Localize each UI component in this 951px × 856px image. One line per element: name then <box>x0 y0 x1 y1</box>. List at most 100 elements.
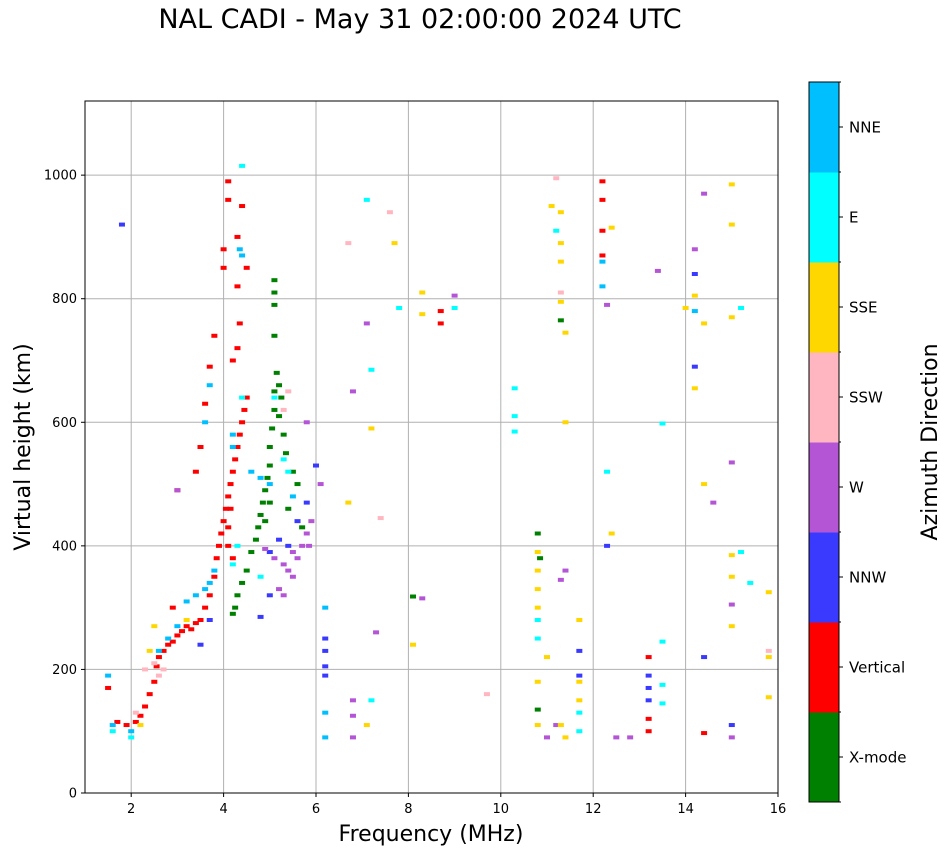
echo-point <box>691 364 698 369</box>
echo-point <box>659 639 666 644</box>
echo-point <box>562 568 569 573</box>
echo-point <box>322 605 329 610</box>
echo-point <box>534 550 541 555</box>
echo-point <box>289 550 296 555</box>
echo-point <box>322 735 329 740</box>
echo-point <box>345 500 352 505</box>
echo-point <box>183 618 190 622</box>
echo-point <box>599 197 606 202</box>
echo-point <box>262 519 269 524</box>
echo-point <box>239 204 246 209</box>
y-axis-label: Virtual height (km) <box>11 343 36 550</box>
echo-point <box>537 556 544 561</box>
x-tick-label: 6 <box>312 802 320 817</box>
echo-point <box>266 593 273 598</box>
chart-title: NAL CADI - May 31 02:00:00 2024 UTC <box>158 4 682 35</box>
x-tick-label: 2 <box>127 802 135 817</box>
echo-point <box>137 713 144 718</box>
echo-point <box>118 222 125 227</box>
echo-point <box>109 729 116 734</box>
echo-point <box>197 445 204 449</box>
colorbar-swatch <box>809 532 839 623</box>
echo-point <box>437 321 444 326</box>
echo-point <box>206 580 213 585</box>
echo-point <box>747 580 754 585</box>
echo-point <box>276 414 283 419</box>
echo-point <box>645 729 652 734</box>
echo-point <box>557 577 564 582</box>
x-tick-label: 10 <box>493 802 510 817</box>
echo-point <box>645 673 652 678</box>
echo-point <box>165 636 172 641</box>
echo-point <box>266 550 273 555</box>
echo-point <box>386 210 393 215</box>
x-tick-label: 8 <box>404 802 412 817</box>
echo-point <box>654 268 661 273</box>
echo-point <box>576 673 583 678</box>
echo-point <box>225 525 232 530</box>
echo-point <box>132 719 139 724</box>
echo-point <box>206 364 213 369</box>
colorbar-tick-label: Vertical <box>849 659 905 677</box>
echo-point <box>728 574 735 579</box>
echo-point <box>183 599 190 604</box>
echo-point <box>613 735 620 740</box>
echo-point <box>701 655 708 660</box>
echo-point <box>599 284 606 289</box>
echo-point <box>599 253 606 258</box>
echo-point <box>229 469 236 474</box>
echo-point <box>363 723 370 728</box>
echo-point <box>257 614 264 619</box>
echo-point <box>368 426 375 431</box>
y-tick-label: 200 <box>52 663 77 678</box>
echo-point <box>534 707 541 712</box>
echo-point <box>701 482 708 487</box>
echo-point <box>562 735 569 740</box>
echo-point <box>232 605 239 610</box>
colorbar-swatch <box>809 712 839 803</box>
echo-point <box>243 395 250 400</box>
echo-point <box>313 463 319 468</box>
echo-point <box>373 630 380 635</box>
echo-point <box>234 543 241 548</box>
echo-point <box>363 197 370 202</box>
echo-point <box>225 543 232 548</box>
echo-point <box>225 197 232 202</box>
series-nnw <box>118 222 735 728</box>
y-axis-ticks: 0 200 400 600 800 1000 <box>44 169 85 802</box>
echo-point <box>151 661 158 666</box>
echo-point <box>728 460 735 465</box>
echo-point <box>220 265 227 270</box>
y-tick-label: 600 <box>52 416 77 431</box>
colorbar-tick-label: X-mode <box>849 749 906 767</box>
echo-point <box>303 420 310 425</box>
echo-point <box>289 574 296 579</box>
echo-point <box>174 488 181 493</box>
colorbar-frame <box>808 81 840 803</box>
echo-point <box>269 426 276 431</box>
echo-point <box>419 312 426 317</box>
colorbar-swatch <box>809 82 839 173</box>
echo-point <box>289 494 296 499</box>
echo-point <box>282 451 289 456</box>
echo-point <box>153 664 160 669</box>
echo-point <box>534 723 541 728</box>
echo-point <box>391 241 398 246</box>
echo-point <box>544 655 550 660</box>
echo-point <box>557 290 564 295</box>
colorbar-label: Azimuth Direction <box>918 343 943 540</box>
echo-point <box>728 723 735 728</box>
echo-point <box>218 531 225 536</box>
colorbar-tick-label: NNE <box>849 119 881 137</box>
echo-point <box>710 500 717 505</box>
echo-point <box>294 519 301 524</box>
echo-point <box>211 574 218 579</box>
echo-point <box>236 432 243 437</box>
echo-point <box>155 648 162 653</box>
azimuth-colorbar: X-mode Vertical NNW W SSW SSE E NNE <box>808 81 906 803</box>
echo-point <box>728 553 735 558</box>
echo-point <box>728 315 735 320</box>
echo-point <box>225 179 232 184</box>
echo-point <box>682 305 689 310</box>
